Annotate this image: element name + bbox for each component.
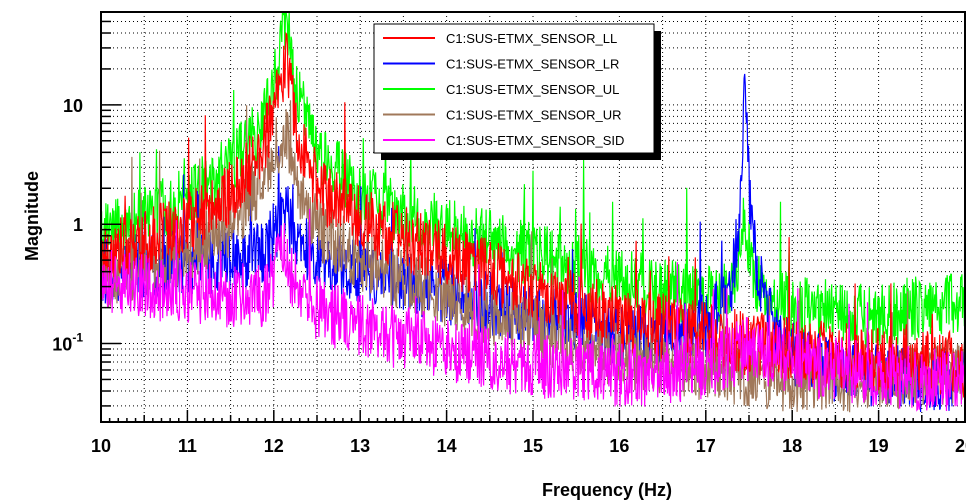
y-tick-label: 10 [63, 96, 83, 116]
legend-label: C1:SUS-ETMX_SENSOR_LR [446, 57, 619, 72]
legend-label: C1:SUS-ETMX_SENSOR_UR [446, 108, 622, 123]
y-tick-label: 10-1 [52, 331, 83, 355]
axis-ticks [100, 11, 966, 422]
x-tick-label: 16 [609, 436, 629, 456]
x-tick-label: 10 [91, 436, 111, 456]
x-tick-label: 18 [782, 436, 802, 456]
series-line [101, 31, 965, 398]
x-tick-label: 12 [264, 436, 284, 456]
legend-label: C1:SUS-ETMX_SENSOR_UL [446, 82, 619, 97]
y-tick-labels: 10-1 1 10 [52, 96, 83, 355]
legend-entries: C1:SUS-ETMX_SENSOR_LL C1:SUS-ETMX_SENSOR_… [383, 31, 624, 148]
x-tick-label: 19 [869, 436, 889, 456]
y-tick-label: 1 [73, 215, 83, 235]
legend-label: C1:SUS-ETMX_SENSOR_SID [446, 133, 624, 148]
x-tick-label: 15 [523, 436, 543, 456]
legend-label: C1:SUS-ETMX_SENSOR_LL [446, 31, 617, 46]
x-tick-label: 20 [955, 436, 966, 456]
x-tick-label: 13 [350, 436, 370, 456]
series-line [101, 208, 965, 412]
y-axis-label: Magnitude [22, 171, 42, 261]
x-axis-label: Frequency (Hz) [542, 480, 672, 500]
x-tick-labels: 10 11 12 13 14 15 16 17 18 19 20 [91, 436, 966, 456]
x-tick-label: 11 [178, 436, 197, 456]
legend: C1:SUS-ETMX_SENSOR_LL C1:SUS-ETMX_SENSOR_… [373, 23, 661, 160]
x-tick-label: 14 [437, 436, 457, 456]
series-layer [101, 12, 965, 413]
x-tick-label: 17 [696, 436, 716, 456]
series-line [101, 12, 965, 349]
